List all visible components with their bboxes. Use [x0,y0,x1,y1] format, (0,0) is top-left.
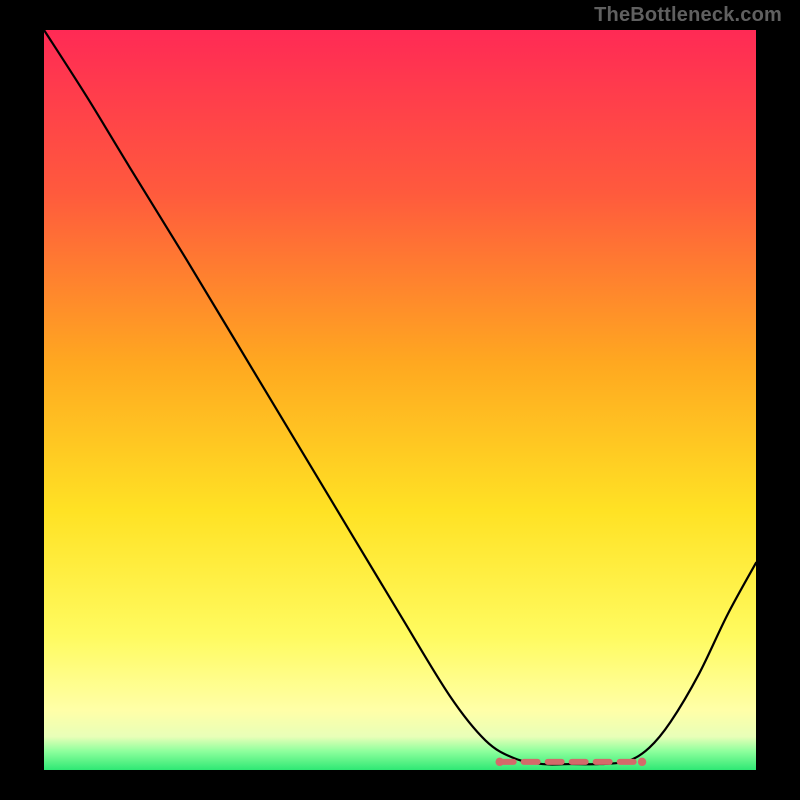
bottleneck-chart [0,0,800,800]
chart-frame: TheBottleneck.com [0,0,800,800]
plot-background [44,30,756,770]
